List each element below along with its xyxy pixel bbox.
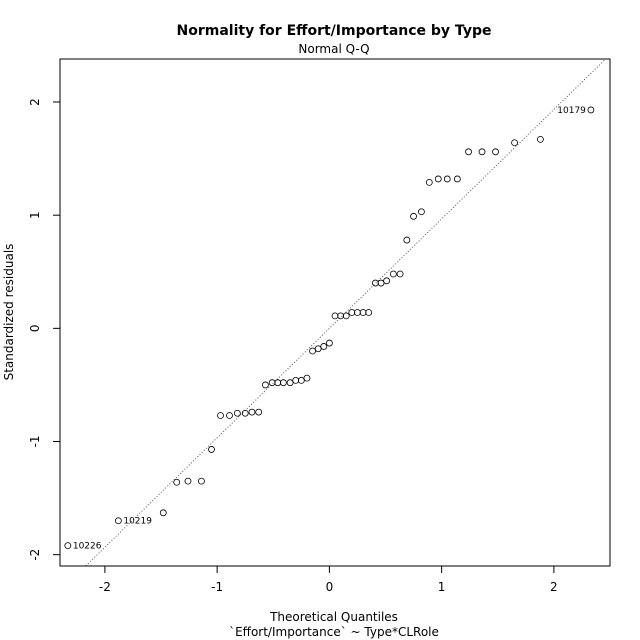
data-point	[587, 106, 595, 114]
x-tick-label: -1	[211, 580, 223, 594]
data-point	[537, 135, 544, 143]
plot-frame	[59, 58, 611, 567]
data-point	[410, 212, 417, 220]
point-label: 10226	[73, 542, 102, 552]
chart-title: Normality for Effort/Importance by Type	[177, 23, 492, 39]
data-point	[241, 409, 249, 417]
data-point	[248, 408, 256, 416]
data-point	[297, 377, 305, 384]
x-axis-label: Theoretical Quantiles	[269, 610, 398, 624]
data-point	[255, 408, 263, 416]
x-tick-label: 0	[326, 580, 334, 594]
data-point	[279, 379, 287, 387]
x-axis-formula-label: `Effort/Importance` ~ Type*CLRole	[229, 625, 439, 639]
data-point	[331, 312, 339, 320]
data-point	[342, 312, 350, 320]
data-point	[208, 446, 215, 453]
point-label: 10219	[123, 517, 152, 527]
y-tick-label: 0	[28, 325, 42, 333]
data-point	[217, 412, 224, 419]
data-point	[434, 175, 442, 183]
point-label: 10179	[557, 106, 586, 116]
data-point	[114, 517, 122, 525]
y-axis-label: Standardized residuals	[2, 244, 16, 381]
data-point	[303, 374, 311, 382]
data-point	[320, 343, 328, 350]
chart-subtitle: Normal Q-Q	[298, 42, 369, 56]
data-point	[372, 279, 379, 287]
x-tick-label: 1	[438, 580, 446, 594]
data-point	[233, 409, 241, 417]
data-point	[226, 412, 233, 419]
data-point	[314, 345, 322, 353]
data-point	[453, 175, 461, 183]
data-point	[198, 477, 205, 485]
x-tick-label: -2	[99, 580, 111, 594]
data-point	[348, 309, 356, 316]
data-point	[274, 379, 282, 387]
data-point	[492, 148, 499, 156]
reference-line	[84, 59, 607, 566]
data-point	[396, 270, 404, 278]
data-point	[465, 148, 472, 156]
plot-area: 10226 10219 10179	[64, 59, 607, 566]
data-point	[337, 312, 345, 320]
data-point	[425, 178, 433, 186]
data-point	[159, 509, 167, 517]
data-point	[418, 208, 425, 216]
data-point	[184, 477, 192, 485]
data-point	[511, 139, 518, 147]
y-axis: -2 -1 0 1 2	[28, 98, 60, 561]
x-axis: -2 -1 0 1 2	[99, 566, 558, 594]
data-point	[268, 379, 276, 387]
data-point	[286, 379, 294, 387]
x-tick-label: 2	[550, 580, 558, 594]
data-point	[292, 377, 300, 384]
data-point	[309, 347, 316, 355]
y-tick-label: 1	[28, 211, 42, 219]
y-tick-label: -2	[28, 549, 42, 561]
data-point	[325, 339, 333, 347]
data-point	[403, 236, 411, 244]
data-point	[478, 148, 486, 156]
data-point	[262, 381, 269, 389]
data-point	[173, 478, 181, 486]
y-tick-label: 2	[28, 98, 42, 106]
data-point	[365, 309, 373, 316]
data-point	[443, 175, 451, 183]
data-point	[64, 542, 72, 550]
data-point	[354, 309, 361, 316]
data-point	[359, 309, 367, 316]
data-point	[383, 277, 391, 285]
data-point	[389, 270, 397, 278]
y-tick-label: -1	[28, 436, 42, 448]
data-point	[377, 279, 385, 287]
